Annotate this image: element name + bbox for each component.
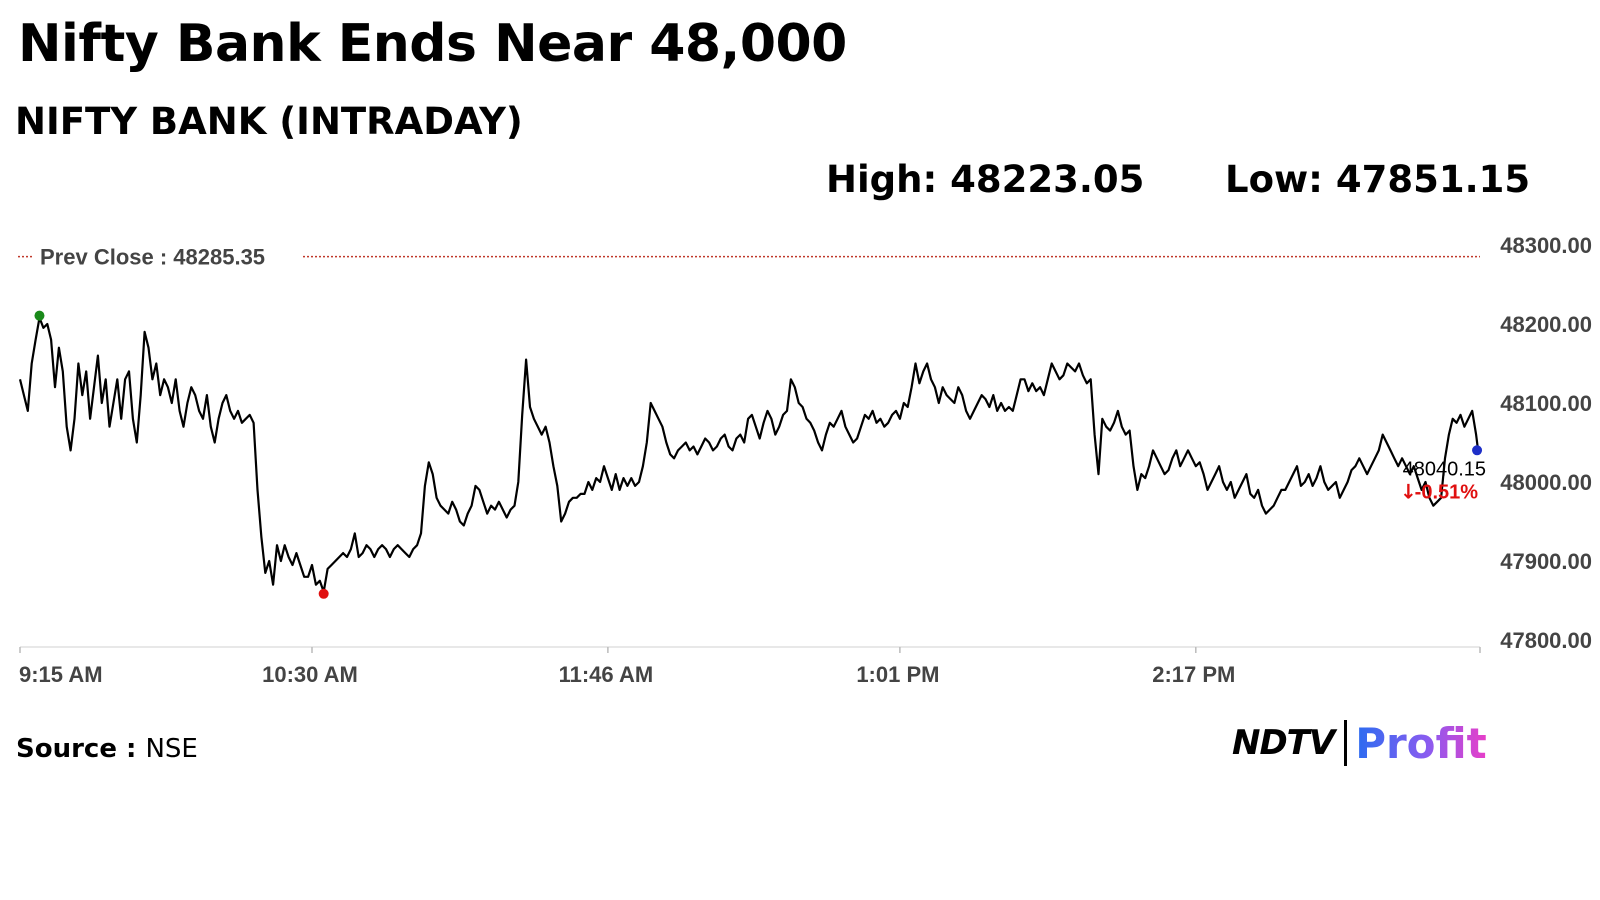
x-tick-label: 10:30 AM bbox=[262, 662, 358, 687]
high-marker bbox=[34, 310, 45, 321]
y-tick-label: 48200.00 bbox=[1500, 312, 1592, 337]
day-low-stat: Low: 47851.15 bbox=[1225, 158, 1531, 201]
x-tick-label: 11:46 AM bbox=[559, 662, 654, 687]
y-tick-label: 47900.00 bbox=[1500, 549, 1592, 574]
x-tick-label: 9:15 AM bbox=[19, 662, 103, 687]
last-price-label: 48040.15 bbox=[1403, 458, 1486, 480]
y-tick-label: 48000.00 bbox=[1500, 470, 1592, 495]
source-label: Source : bbox=[16, 734, 146, 764]
headline: Nifty Bank Ends Near 48,000 bbox=[18, 14, 847, 74]
last-price-marker bbox=[1472, 445, 1483, 456]
x-tick-label: 2:17 PM bbox=[1152, 662, 1235, 687]
y-tick-label: 47800.00 bbox=[1500, 628, 1592, 653]
change-arrow: ↓ bbox=[1400, 479, 1417, 503]
ndtv-profit-logo: NDTV Profit bbox=[1232, 718, 1487, 768]
markers-group: 48040.15↓-0.51% bbox=[34, 310, 1486, 599]
y-tick-label: 48100.00 bbox=[1500, 391, 1592, 416]
change-percent: -0.51% bbox=[1415, 481, 1479, 503]
prev-close-label: Prev Close : 48285.35 bbox=[40, 245, 265, 270]
chart-title: NIFTY BANK (INTRADAY) bbox=[15, 100, 523, 143]
price-line bbox=[18, 316, 1480, 593]
brand-divider bbox=[1344, 720, 1348, 766]
brand-profit: Profit bbox=[1355, 718, 1487, 768]
source-note: Source : NSE bbox=[16, 734, 198, 764]
low-marker bbox=[318, 588, 329, 599]
brand-ndtv: NDTV bbox=[1232, 723, 1335, 763]
source-value: NSE bbox=[145, 734, 198, 764]
day-high-stat: High: 48223.05 bbox=[826, 158, 1145, 201]
y-tick-label: 48300.00 bbox=[1500, 233, 1592, 258]
prev-close-group: Prev Close : 48285.35 bbox=[18, 245, 1480, 270]
x-tick-label: 1:01 PM bbox=[856, 662, 939, 687]
axes-group: 48300.00 48200.00 48100.00 48000.00 47900.00… bbox=[19, 233, 1592, 687]
series-group bbox=[18, 316, 1480, 593]
